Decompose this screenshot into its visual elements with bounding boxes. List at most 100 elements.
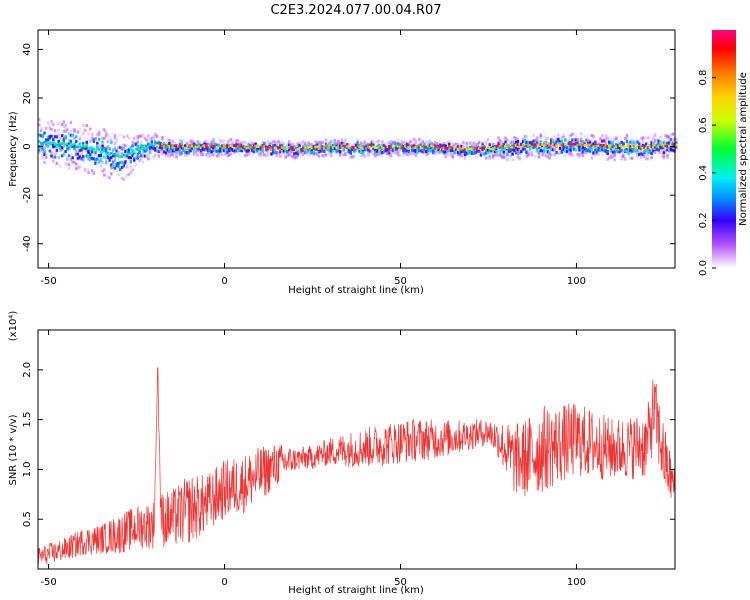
spectrogram-cell <box>64 129 67 133</box>
spectrogram-cell <box>564 149 567 153</box>
spectrogram-cell <box>495 145 498 148</box>
spectrogram-cell <box>115 164 118 168</box>
spectrogram-cell <box>96 133 99 137</box>
spectrogram-cell <box>506 146 509 149</box>
spectrogram-cell <box>571 132 574 136</box>
spectrogram-cell <box>143 144 147 148</box>
spectrogram-cell <box>462 146 465 149</box>
spectrogram-cell <box>537 155 541 159</box>
spectrogram-cell <box>530 140 534 144</box>
spectrogram-cell <box>250 153 254 157</box>
spectrogram-cell <box>233 149 236 153</box>
spectrogram-cell <box>439 146 442 149</box>
spectrogram-cell <box>666 135 669 139</box>
spectrogram-cell <box>162 141 166 145</box>
spectrogram-cell <box>397 144 400 148</box>
spectrogram-cell <box>140 143 143 147</box>
spectrogram-cell <box>328 146 331 150</box>
spectrogram-cell <box>485 156 488 160</box>
spectrogram-cell <box>662 149 666 153</box>
spectrogram-cell <box>90 148 94 152</box>
spectrogram-cell <box>229 146 233 150</box>
snr-frame <box>37 329 676 570</box>
spectrogram-cell <box>141 146 145 149</box>
spectrogram-cell <box>330 140 333 143</box>
spectrogram-cell <box>580 140 583 144</box>
spectrogram-cell <box>287 140 291 144</box>
spectrogram-cell <box>219 147 222 151</box>
spectrogram-cell <box>233 146 236 150</box>
spectrogram-cell <box>75 149 78 153</box>
spectrogram-cell <box>432 142 435 146</box>
spectrogram-cell <box>660 143 664 147</box>
spectrogram-cell <box>277 146 280 149</box>
spectrogram-cell <box>353 141 356 145</box>
spectrogram-cell <box>660 151 664 155</box>
spectrogram-cell <box>71 156 74 160</box>
spectrogram-cell <box>432 151 435 155</box>
spectrogram-cell <box>115 149 118 153</box>
spectrogram-cell <box>67 163 71 167</box>
spectrogram-cell <box>569 145 572 149</box>
spectrogram-cell <box>456 153 460 157</box>
spectrogram-y-tick-label: 40 <box>22 43 33 56</box>
spectrogram-cell <box>338 153 342 157</box>
spectrogram-cell <box>75 135 78 139</box>
spectrogram-cell <box>653 144 657 147</box>
spectrogram-cell <box>411 148 414 152</box>
spectrogram-cell <box>664 148 667 152</box>
spectrogram-cell <box>479 151 483 155</box>
spectrogram-x-ticks: -50 0 50 100 <box>40 30 586 287</box>
spectrogram-cell <box>551 142 555 145</box>
spectrogram-cell <box>671 142 674 145</box>
spectrogram-cell <box>182 147 185 151</box>
spectrogram-cell <box>539 136 542 140</box>
spectrogram-cell <box>590 144 593 148</box>
spectrogram-cell <box>645 148 648 152</box>
spectrogram-cell <box>96 141 99 145</box>
spectrogram-cell <box>597 141 601 145</box>
spectrogram-cell <box>668 135 671 139</box>
spectrogram-cell <box>53 155 57 159</box>
spectrogram-cell <box>147 134 150 138</box>
spectrogram-cell <box>460 150 463 154</box>
spectrogram-cell <box>330 154 333 158</box>
spectrogram-cell <box>122 177 125 181</box>
spectrogram-cell <box>557 133 560 137</box>
spectrogram-cell <box>486 138 490 142</box>
spectrogram-cell <box>483 140 486 144</box>
spectrogram-cell <box>57 139 60 143</box>
spectrogram-cell <box>108 158 111 162</box>
spectrogram-cell <box>479 145 483 149</box>
spectrogram-cell <box>214 142 217 146</box>
spectrogram-cell <box>305 146 308 149</box>
spectrogram-cell <box>581 154 585 158</box>
spectrogram-cell <box>298 146 301 150</box>
spectrogram-cell <box>400 148 403 152</box>
spectrogram-cell <box>122 143 125 147</box>
spectrogram-cell <box>453 151 456 155</box>
spectrogram-cell <box>587 143 590 147</box>
spectrogram-cell <box>481 144 484 148</box>
spectrogram-cell <box>381 144 384 148</box>
spectrogram-cell <box>370 141 374 145</box>
spectrogram-cell <box>521 144 525 147</box>
spectrogram-cell <box>138 147 141 150</box>
spectrogram-cell <box>662 154 666 158</box>
spectrogram-cell <box>80 152 83 156</box>
spectrogram-cell <box>219 140 222 144</box>
spectrogram-cell <box>67 132 71 136</box>
spectrogram-cell <box>69 133 73 137</box>
spectrogram-cell <box>562 145 565 149</box>
spectrogram-cell <box>377 139 381 143</box>
spectrogram-cell <box>192 144 196 147</box>
spectrogram-cell <box>643 144 646 148</box>
spectrogram-cell <box>507 146 511 150</box>
spectrogram-cell <box>659 140 662 144</box>
spectrogram-cell <box>305 151 308 155</box>
spectrogram-cell <box>101 140 104 144</box>
spectrogram-cell <box>55 135 59 139</box>
spectrogram-cell <box>580 132 583 136</box>
spectrogram-cell <box>113 153 117 156</box>
spectrogram-cell <box>645 156 648 160</box>
